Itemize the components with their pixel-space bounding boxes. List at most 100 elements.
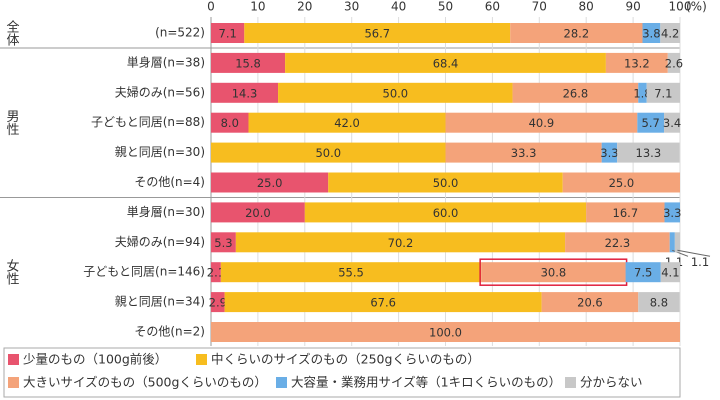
value-label: 5.3 — [214, 236, 232, 250]
bar-segment — [304, 202, 587, 223]
bar-segment — [285, 52, 606, 73]
bar-segment — [625, 262, 661, 283]
bar-segment — [562, 172, 680, 193]
bar-segment — [637, 112, 665, 133]
value-label: 4.2 — [661, 27, 679, 41]
value-label: 7.5 — [634, 266, 652, 280]
bar-segment — [445, 112, 638, 133]
category-label: (n=522) — [155, 26, 205, 40]
bar-segment — [211, 52, 286, 73]
bar-segment — [278, 82, 513, 103]
legend-swatch — [8, 377, 19, 388]
x-tick-label: 30 — [344, 0, 359, 14]
value-label: 3.8 — [642, 27, 660, 41]
bar-segment — [646, 82, 680, 103]
category-label: 親と同居(n=34) — [115, 295, 205, 309]
bar-segment — [586, 202, 665, 223]
legend-swatch — [276, 377, 287, 388]
value-label: 1.1 — [691, 255, 709, 269]
bar-segment — [211, 202, 305, 223]
value-label: 50.0 — [433, 176, 459, 190]
bar-segment — [211, 82, 279, 103]
bar-segment — [667, 52, 680, 73]
bar-segment — [481, 262, 626, 283]
bar-segment — [617, 142, 680, 163]
value-label: 67.6 — [370, 296, 396, 310]
category-label: 子どもと同居(n=88) — [91, 115, 205, 129]
x-tick-label: 0 — [207, 0, 215, 14]
value-label: 14.3 — [232, 86, 258, 100]
value-label: 15.8 — [235, 56, 261, 70]
value-label: 50.0 — [383, 86, 409, 100]
x-tick-label: 50 — [438, 0, 453, 14]
value-label: 60.0 — [433, 206, 459, 220]
bar-segment — [642, 23, 661, 43]
x-tick-label: 40 — [391, 0, 406, 14]
x-tick-label: 70 — [532, 0, 547, 14]
bar-segment — [638, 292, 680, 313]
category-label: 子どもと同居(n=146) — [83, 265, 205, 279]
bar-segment — [211, 23, 245, 43]
legend-swatch — [196, 354, 207, 365]
value-label: 40.9 — [529, 116, 555, 130]
x-unit: (%) — [686, 0, 707, 14]
bar-segment — [664, 202, 680, 223]
value-label: 8.0 — [221, 116, 239, 130]
value-label: 20.0 — [245, 206, 271, 220]
bar-segment — [660, 262, 680, 283]
value-label: 7.1 — [654, 86, 672, 100]
bar-segment — [512, 82, 639, 103]
bar-segment — [211, 322, 680, 342]
category-label: 夫婦のみ(n=94) — [115, 234, 205, 249]
value-label: 25.0 — [257, 176, 283, 190]
value-label: 2.6 — [665, 56, 683, 70]
x-tick-label: 100 — [669, 0, 692, 14]
bar-segment — [660, 23, 680, 43]
x-tick-label: 20 — [297, 0, 312, 14]
bar-segment — [674, 232, 680, 253]
bar-segment — [445, 142, 602, 163]
legend-label: 少量のもの（100g前後） — [23, 352, 167, 367]
bar-segment — [220, 262, 482, 283]
value-label: 100.0 — [429, 326, 462, 340]
bar-segment — [248, 112, 446, 133]
bar-segment — [211, 292, 225, 313]
value-label: 5.7 — [642, 116, 660, 130]
legend-label: 大きいサイズのもの（500gくらいのもの） — [23, 375, 267, 390]
value-label: 55.5 — [338, 266, 364, 280]
value-label: 8.8 — [650, 296, 668, 310]
value-label: 7.1 — [219, 27, 237, 41]
legend-label: 大容量・業務用サイズ等（1キロくらいのもの） — [291, 375, 561, 390]
bar-segment — [601, 142, 618, 163]
x-tick-label: 10 — [250, 0, 265, 14]
value-label: 13.2 — [624, 56, 650, 70]
value-label: 3.4 — [663, 116, 681, 130]
value-label: 3.3 — [663, 206, 681, 220]
group-label: 男性 — [4, 110, 20, 136]
value-label: 33.3 — [511, 146, 537, 160]
bar-segment — [328, 172, 563, 193]
legend-label: 分からない — [580, 375, 643, 390]
x-tick-label: 90 — [625, 0, 640, 14]
bar-segment — [244, 23, 511, 43]
x-tick-label: 60 — [485, 0, 500, 14]
bar-segment — [211, 262, 221, 283]
value-label: 28.2 — [564, 27, 590, 41]
value-label: 2.1 — [207, 266, 225, 280]
value-label: 68.4 — [433, 56, 459, 70]
legend-swatch — [8, 354, 19, 365]
legend-swatch — [565, 377, 576, 388]
value-label: 16.7 — [613, 206, 639, 220]
group-label: 全体 — [4, 19, 20, 46]
value-label: 2.9 — [209, 296, 227, 310]
category-label: 単身層(n=38) — [127, 54, 205, 69]
bar-segment — [669, 232, 675, 253]
bar-segment — [664, 112, 680, 133]
legend-box — [3, 347, 681, 398]
group-label: 女性 — [4, 259, 20, 286]
value-label: 70.2 — [388, 236, 414, 250]
value-label: 3.3 — [600, 146, 618, 160]
category-label: 夫婦のみ(n=56) — [115, 84, 205, 99]
value-label: 22.3 — [605, 236, 631, 250]
